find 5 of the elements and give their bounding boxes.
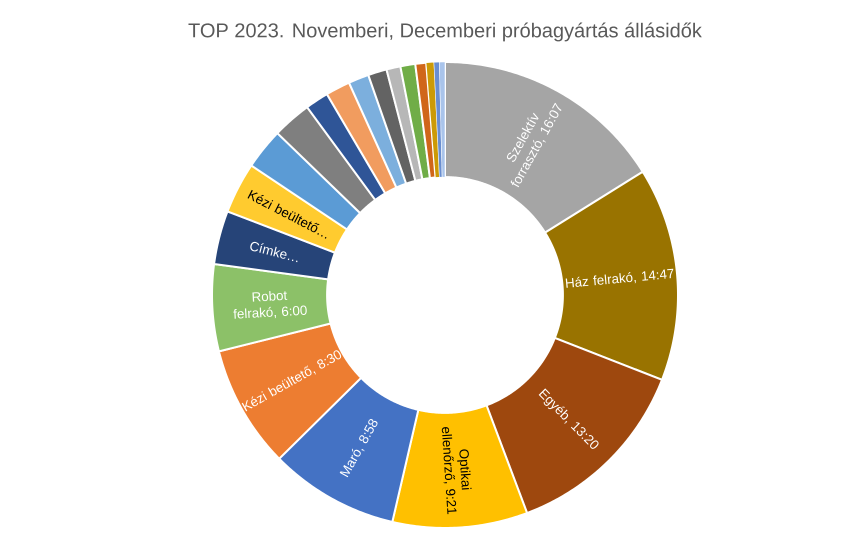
- chart-title: TOP 2023. Novemberi, Decemberi próbagyártás állásidők: [188, 22, 702, 42]
- slice-label: Robot felrakó, 6:00: [233, 291, 307, 319]
- slice-label: Címke…: [250, 242, 298, 262]
- slice-label: Optikai ellenőrző, 9:21: [442, 427, 472, 514]
- slice-label: Ház felrakó, 14:47: [566, 268, 674, 288]
